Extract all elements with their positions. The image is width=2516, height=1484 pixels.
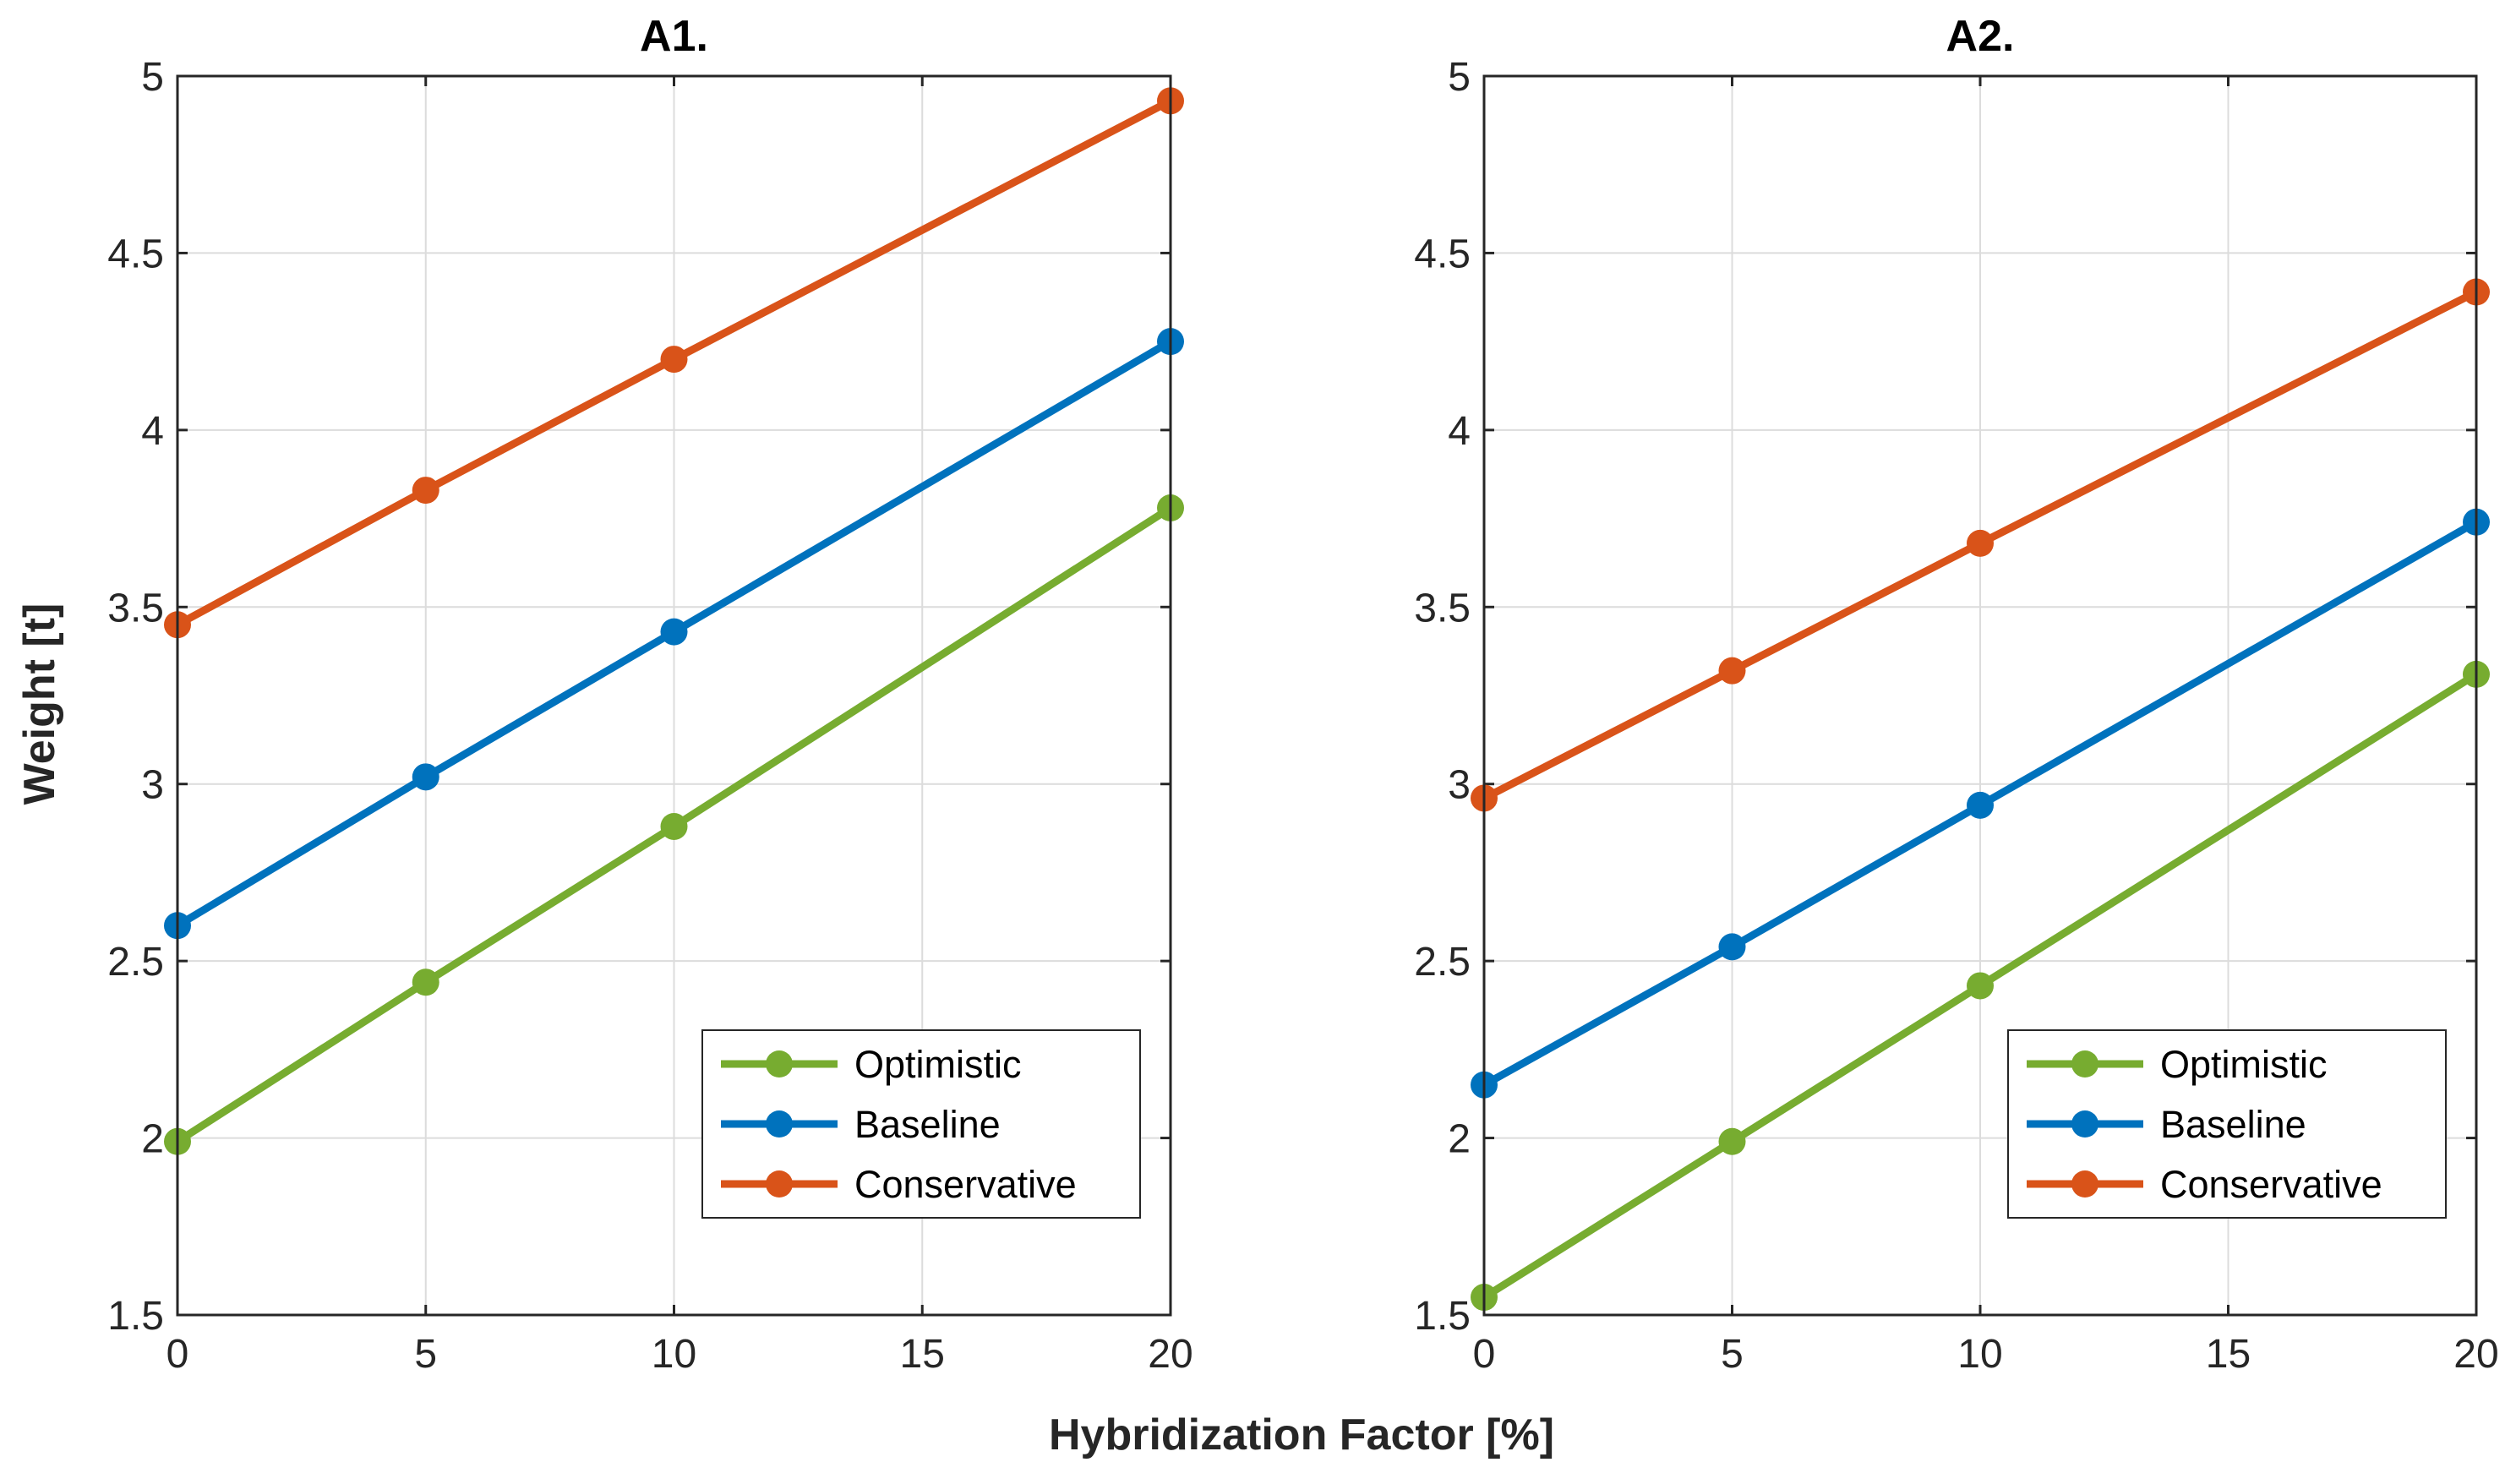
y-tick-label: 3.5 (1414, 586, 1471, 630)
legend-label-conservative: Conservative (2160, 1163, 2382, 1206)
legend-label-baseline: Baseline (2160, 1103, 2306, 1146)
legend: Optimistic Baseline Conservative (2007, 1029, 2447, 1219)
y-tick-label: 3 (141, 763, 164, 808)
x-tick-label: 15 (2206, 1332, 2251, 1377)
legend-marker-conservative (2071, 1170, 2098, 1198)
data-point-conservative (412, 477, 439, 505)
data-point-optimistic (1967, 972, 1994, 1000)
legend-label-baseline: Baseline (854, 1103, 1001, 1146)
data-point-conservative (1967, 529, 1994, 557)
data-point-baseline (1718, 933, 1746, 961)
data-point-optimistic (1718, 1127, 1746, 1155)
y-tick-label: 2.5 (1414, 940, 1471, 985)
data-point-conservative (660, 346, 688, 374)
y-tick-label: 4 (1448, 409, 1471, 454)
axes-box (1482, 74, 2478, 1317)
legend: Optimistic Baseline Conservative (701, 1029, 1141, 1219)
data-point-baseline (1967, 791, 1994, 819)
y-tick-label: 2 (1448, 1117, 1471, 1162)
y-tick-label: 5 (141, 55, 164, 100)
data-point-baseline (660, 618, 688, 646)
data-point-conservative (1718, 657, 1746, 685)
x-tick-label: 0 (1473, 1332, 1496, 1377)
y-tick-label: 4 (141, 409, 164, 454)
series-line-optimistic (173, 504, 1175, 1146)
x-tick-label: 20 (2453, 1332, 2498, 1377)
legend-marker-optimistic (2071, 1050, 2098, 1078)
y-tick-label: 3.5 (107, 586, 164, 630)
legend-label-optimistic: Optimistic (2160, 1043, 2328, 1086)
x-tick-label: 10 (1957, 1332, 2002, 1377)
legend-marker-optimistic (766, 1050, 793, 1078)
subplot-title: A2. (1946, 12, 2015, 61)
y-tick-label: 1.5 (107, 1294, 164, 1339)
series-line-baseline (173, 337, 1175, 930)
legend-marker-baseline (766, 1110, 793, 1138)
y-tick-label: 4.5 (1414, 232, 1471, 276)
x-tick-label: 5 (414, 1332, 437, 1377)
subplot-a2: 0 5 10 15 20 1.5 2 2.5 3 3.5 4 4.5 5 A2. Optimistic Bas… (1414, 12, 2498, 1377)
series-line-conservative (173, 96, 1175, 629)
x-tick-label: 0 (166, 1332, 189, 1377)
y-tick-label: 4.5 (107, 232, 164, 276)
legend-label-conservative: Conservative (854, 1163, 1077, 1206)
y-tick-label: 5 (1448, 55, 1471, 100)
y-axis-label: Weight [t] (15, 603, 64, 805)
data-point-optimistic (660, 812, 688, 840)
y-tick-label: 2.5 (107, 940, 164, 985)
x-tick-label: 20 (1148, 1332, 1193, 1377)
data-point-baseline (412, 763, 439, 791)
series-line-optimistic (1480, 670, 2481, 1301)
y-tick-label: 2 (141, 1117, 164, 1162)
legend-label-optimistic: Optimistic (854, 1043, 1022, 1086)
y-tick-label: 3 (1448, 763, 1471, 808)
series-line-baseline (1480, 518, 2481, 1089)
x-tick-label: 10 (652, 1332, 696, 1377)
axes-box (176, 74, 1172, 1317)
y-tick-label: 1.5 (1414, 1294, 1471, 1339)
subplot-a1: 0 5 10 15 20 1.5 2 2.5 3 3.5 4 4.5 5 A1. Optimistic Bas… (107, 12, 1193, 1377)
x-axis-label: Hybridization Factor [%] (1049, 1410, 1554, 1459)
series-line-conservative (1480, 288, 2481, 802)
legend-marker-baseline (2071, 1110, 2098, 1138)
data-point-optimistic (412, 968, 439, 996)
legend-marker-conservative (766, 1170, 793, 1198)
x-tick-label: 15 (900, 1332, 945, 1377)
x-tick-label: 5 (1721, 1332, 1744, 1377)
subplot-title: A1. (640, 12, 708, 61)
